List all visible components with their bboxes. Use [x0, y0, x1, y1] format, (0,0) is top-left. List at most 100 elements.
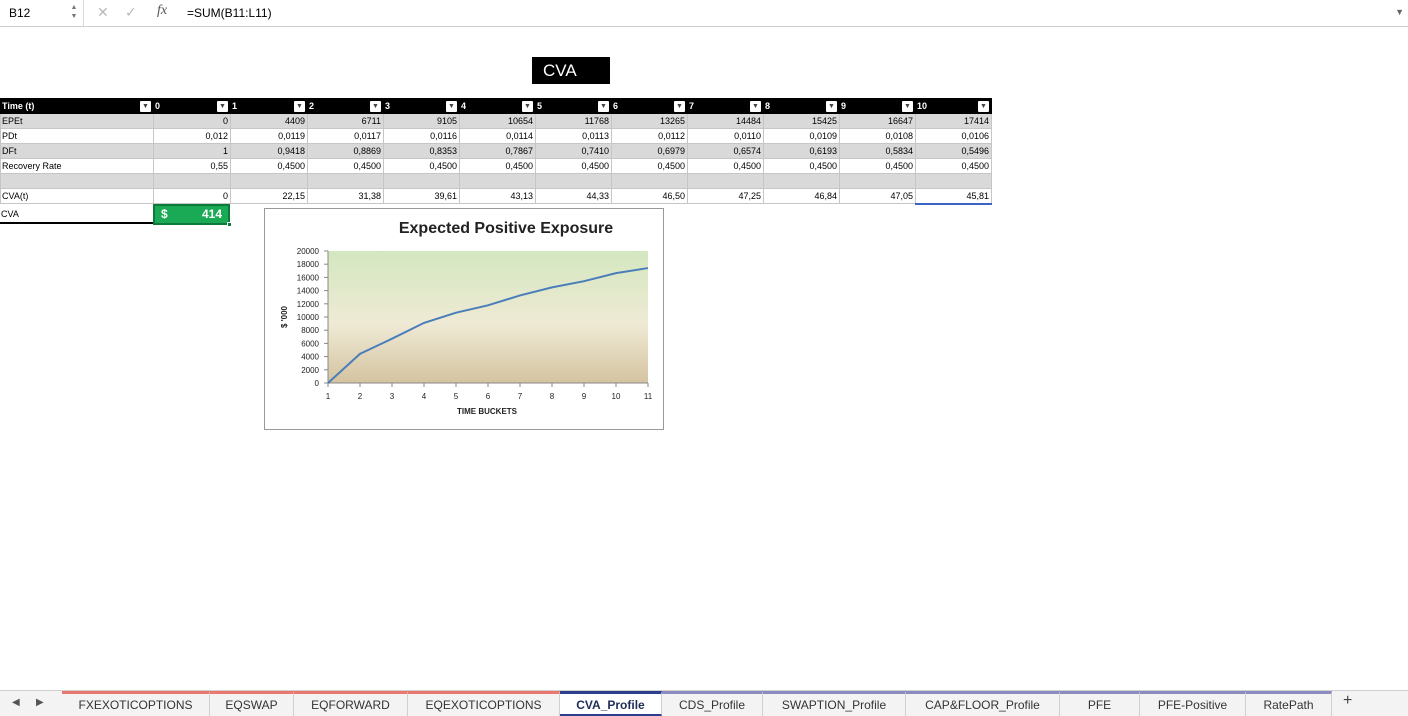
epe-series-line[interactable] [327, 267, 649, 384]
table-cell[interactable]: 0,4500 [611, 158, 688, 174]
table-cell[interactable]: 13265 [611, 113, 688, 129]
table-cell[interactable] [307, 173, 384, 189]
table-cell[interactable]: 0,4500 [915, 158, 992, 174]
table-cell[interactable]: 0,7867 [459, 143, 536, 159]
table-cell[interactable]: 0,4500 [839, 158, 916, 174]
filter-dropdown-icon[interactable]: ▼ [978, 101, 989, 112]
table-cell[interactable]: 0,4500 [687, 158, 764, 174]
header-cell[interactable]: 10 ▼ [915, 98, 992, 114]
sheet-tab[interactable]: EQEXOTICOPTIONS [408, 691, 560, 716]
sheet-tab[interactable]: FXEXOTICOPTIONS [62, 691, 210, 716]
table-cell[interactable]: 39,61 [383, 188, 460, 204]
table-cell[interactable] [763, 173, 840, 189]
table-cell[interactable]: 0,0114 [459, 128, 536, 144]
table-cell[interactable]: 46,50 [611, 188, 688, 204]
table-cell[interactable]: 0,6193 [763, 143, 840, 159]
row-label[interactable]: Recovery Rate [0, 158, 154, 174]
table-cell[interactable]: 22,15 [230, 188, 308, 204]
table-cell[interactable]: 0,4500 [307, 158, 384, 174]
table-cell[interactable]: 0,0110 [687, 128, 764, 144]
header-cell[interactable]: 3 ▼ [383, 98, 460, 114]
sheet-tab[interactable]: RatePath [1246, 691, 1332, 716]
table-cell[interactable]: 9105 [383, 113, 460, 129]
row-label[interactable]: CVA(t) [0, 188, 154, 204]
table-cell[interactable] [535, 173, 612, 189]
name-box[interactable]: B12 ▲ ▼ [0, 0, 84, 26]
prev-sheet-icon[interactable]: ◀ [12, 697, 20, 708]
add-sheet-button[interactable]: + [1343, 692, 1353, 709]
table-cell[interactable]: 0,0113 [535, 128, 612, 144]
next-sheet-icon[interactable]: ▶ [36, 697, 44, 708]
table-cell[interactable] [0, 173, 154, 189]
table-cell[interactable]: 0,6979 [611, 143, 688, 159]
table-cell[interactable]: 0,5834 [839, 143, 916, 159]
cva-total-label[interactable]: CVA [0, 205, 153, 224]
header-cell[interactable]: Time (t) ▼ [0, 98, 154, 114]
filter-dropdown-icon[interactable]: ▼ [446, 101, 457, 112]
header-cell[interactable]: 5 ▼ [535, 98, 612, 114]
filter-dropdown-icon[interactable]: ▼ [217, 101, 228, 112]
row-label[interactable]: EPEt [0, 113, 154, 129]
table-cell[interactable]: 0,8353 [383, 143, 460, 159]
header-cell[interactable]: 2 ▼ [307, 98, 384, 114]
table-cell[interactable]: 15425 [763, 113, 840, 129]
table-cell[interactable]: 47,05 [839, 188, 916, 204]
table-cell[interactable]: 0,4500 [535, 158, 612, 174]
table-cell[interactable] [687, 173, 764, 189]
table-cell[interactable]: 0,9418 [230, 143, 308, 159]
table-cell[interactable]: 45,81 [915, 188, 992, 205]
table-cell[interactable]: 0,7410 [535, 143, 612, 159]
table-cell[interactable] [915, 173, 992, 189]
table-cell[interactable]: 0,012 [153, 128, 231, 144]
sheet-tab[interactable]: CDS_Profile [662, 691, 763, 716]
table-cell[interactable] [153, 173, 231, 189]
table-cell[interactable]: 0,8869 [307, 143, 384, 159]
table-cell[interactable]: 0 [153, 188, 231, 204]
table-cell[interactable]: 47,25 [687, 188, 764, 204]
header-cell[interactable]: 8 ▼ [763, 98, 840, 114]
table-cell[interactable]: 0,55 [153, 158, 231, 174]
cva-total-cell[interactable]: $ 414 [153, 204, 232, 227]
table-cell[interactable] [383, 173, 460, 189]
confirm-icon[interactable]: ✓ [125, 4, 137, 20]
table-cell[interactable]: 14484 [687, 113, 764, 129]
table-cell[interactable]: 6711 [307, 113, 384, 129]
table-cell[interactable]: 1 [153, 143, 231, 159]
header-cell[interactable]: 4 ▼ [459, 98, 536, 114]
sheet-tab[interactable]: CAP&FLOOR_Profile [906, 691, 1060, 716]
table-cell[interactable]: 0,0116 [383, 128, 460, 144]
filter-dropdown-icon[interactable]: ▼ [902, 101, 913, 112]
cancel-icon[interactable]: ✕ [97, 4, 109, 20]
sheet-tab[interactable]: PFE [1060, 691, 1140, 716]
filter-dropdown-icon[interactable]: ▼ [598, 101, 609, 112]
filter-dropdown-icon[interactable]: ▼ [370, 101, 381, 112]
row-label[interactable]: DFt [0, 143, 154, 159]
header-cell[interactable]: 9 ▼ [839, 98, 916, 114]
filter-dropdown-icon[interactable]: ▼ [750, 101, 761, 112]
expand-formula-bar-icon[interactable]: ▼ [1395, 7, 1404, 17]
table-cell[interactable] [839, 173, 916, 189]
table-cell[interactable]: 4409 [230, 113, 308, 129]
formula-input[interactable]: =SUM(B11:L11) [187, 6, 272, 20]
table-cell[interactable]: 31,38 [307, 188, 384, 204]
function-icon[interactable]: fx [157, 3, 168, 18]
table-cell[interactable]: 10654 [459, 113, 536, 129]
table-cell[interactable]: 0,5496 [915, 143, 992, 159]
filter-dropdown-icon[interactable]: ▼ [522, 101, 533, 112]
header-cell[interactable]: 1 ▼ [230, 98, 308, 114]
filter-dropdown-icon[interactable]: ▼ [294, 101, 305, 112]
table-cell[interactable]: 11768 [535, 113, 612, 129]
table-cell[interactable]: 0 [153, 113, 231, 129]
table-cell[interactable]: 0,4500 [383, 158, 460, 174]
table-cell[interactable]: 17414 [915, 113, 992, 129]
table-cell[interactable]: 0,0109 [763, 128, 840, 144]
header-cell[interactable]: 6 ▼ [611, 98, 688, 114]
epe-chart[interactable]: Expected Positive Exposure 0 2000 4000 6000… [264, 208, 664, 430]
table-cell[interactable]: 0,0108 [839, 128, 916, 144]
table-cell[interactable]: 0,4500 [459, 158, 536, 174]
table-cell[interactable]: 0,0117 [307, 128, 384, 144]
sheet-tab[interactable]: CVA_Profile [560, 691, 662, 716]
filter-dropdown-icon[interactable]: ▼ [674, 101, 685, 112]
table-cell[interactable]: 43,13 [459, 188, 536, 204]
table-cell[interactable]: 0,0106 [915, 128, 992, 144]
